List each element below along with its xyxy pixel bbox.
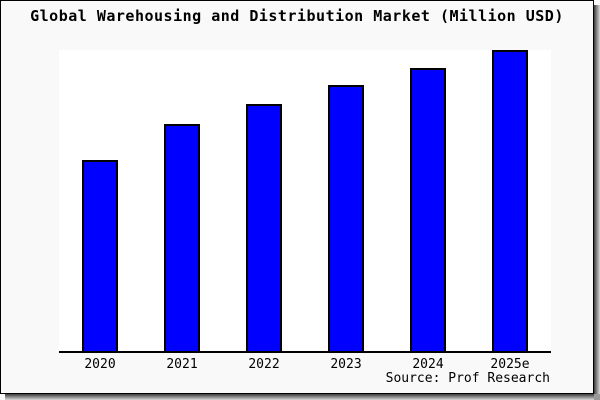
bar-2020 [82, 160, 118, 351]
x-tick-label: 2025e [490, 357, 530, 372]
plot-area [59, 50, 551, 353]
x-tick-label: 2020 [84, 357, 116, 372]
bar-2021 [164, 124, 200, 351]
x-tick-label: 2021 [166, 357, 198, 372]
bar-2025e [492, 50, 528, 351]
bar-2023 [328, 85, 364, 351]
bar-2022 [246, 104, 282, 351]
x-tick-label: 2023 [330, 357, 362, 372]
source-attribution: Source: Prof Research [385, 371, 550, 386]
frame-shadow-right [594, 5, 600, 394]
x-tick-label: 2022 [248, 357, 280, 372]
frame-shadow-bottom [5, 394, 594, 400]
x-axis-labels: 2020 2021 2022 2023 2024 2025e [59, 357, 551, 373]
chart-title: Global Warehousing and Distribution Mark… [30, 7, 564, 25]
bar-2024 [410, 68, 446, 351]
x-tick-label: 2024 [412, 357, 444, 372]
chart-frame: Global Warehousing and Distribution Mark… [0, 0, 594, 394]
frame-shadow-corner [594, 394, 600, 400]
